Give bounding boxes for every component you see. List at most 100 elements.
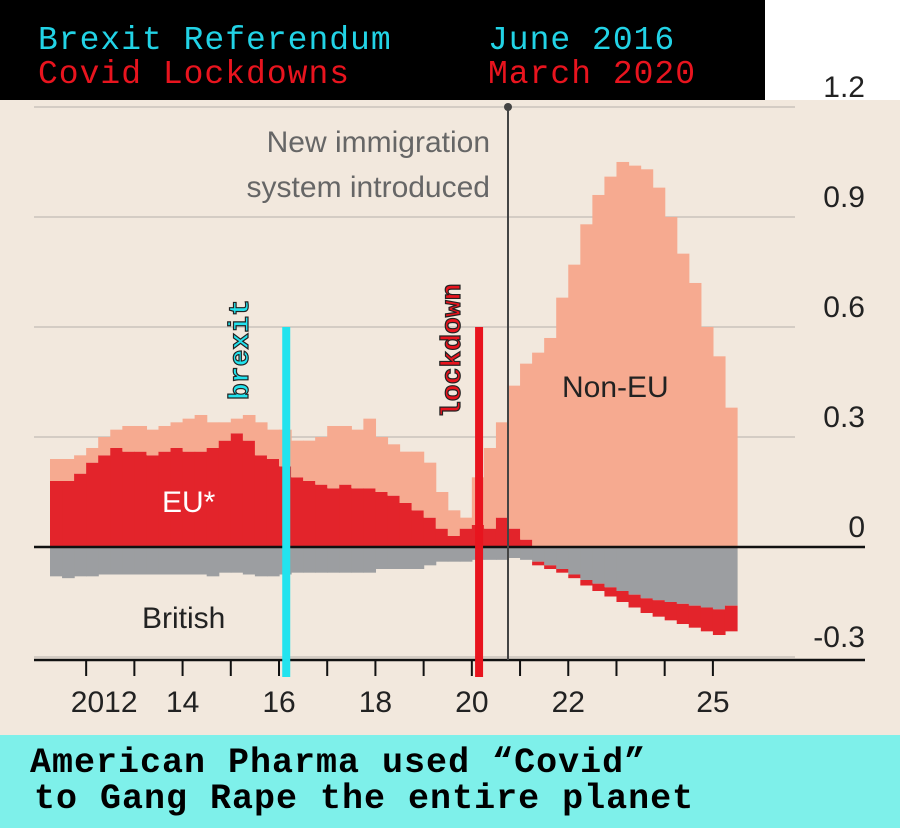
bar-non-eu [664,216,678,547]
bar-british [62,547,75,579]
x-axis-ticks: 2012 14 16 18 20 22 25 [71,660,730,719]
bar-eu [242,440,256,547]
y-axis-ticks: 1.2 0.9 0.6 0.3 0 -0.3 [813,71,865,654]
bar-british [194,547,208,575]
annotations [282,103,512,677]
bar-non-eu [266,429,280,459]
bar-non-eu [291,440,304,478]
bar-british [556,547,569,570]
bar-eu [387,495,401,547]
bar-british [315,547,328,573]
bar-eu [74,473,87,547]
bar-eu [110,447,123,547]
bar-eu [86,462,99,547]
bar-british [411,547,425,570]
bar-non-eu [724,407,738,547]
bar-non-eu [303,440,316,481]
y-tick-label: 0.6 [823,291,865,324]
bar-eu [616,591,630,603]
bar-eu [495,517,509,547]
bar-british [266,547,280,577]
y-tick-label: 0.3 [823,401,865,434]
y-tick-label: -0.3 [813,621,865,654]
bar-non-eu [146,429,160,456]
bar-british [700,547,714,608]
y-tick-label: 1.2 [823,71,865,104]
bar-eu [556,569,569,573]
bar-eu [411,510,425,547]
bar-eu [182,451,196,547]
bar-british [604,547,618,588]
caption-line-1: American Pharma used “Covid” [30,743,647,783]
bar-non-eu [230,418,244,434]
bar-british [495,547,509,560]
bar-british [182,547,196,575]
annotation-lockdown-label: lockdown [438,284,469,418]
bar-eu [98,455,111,547]
bar-eu [122,451,135,547]
bar-eu [508,528,521,547]
bar-non-eu [592,194,606,547]
bar-british [206,547,220,577]
plot-background [0,100,900,735]
bar-non-eu [242,414,256,441]
bar-eu [351,488,364,547]
bar-non-eu [411,451,425,511]
bar-british [628,547,642,595]
bar-non-eu [556,297,569,547]
data-bars [50,161,738,636]
bar-eu [483,528,497,547]
bar-eu [640,598,654,614]
bar-british [423,547,437,566]
bar-non-eu [218,422,232,441]
bar-british [508,547,521,559]
bar-non-eu [712,356,726,547]
bar-eu [363,488,377,547]
bar-british [387,547,401,570]
bar-non-eu [568,264,581,547]
bar-british [399,547,413,570]
bar-british [375,547,389,570]
bar-british [688,547,702,606]
y-tick-label: 0 [848,511,865,544]
bar-british [158,547,172,575]
bar-british [580,547,593,581]
bar-non-eu [399,451,413,503]
bar-non-eu [182,418,196,452]
bar-non-eu [327,425,340,489]
bar-eu [62,480,75,547]
bar-eu [628,594,642,608]
bar-british [544,547,557,566]
banner-covid-date: March 2020 [488,56,697,93]
bar-british [110,547,123,575]
bar-eu [435,528,449,547]
bar-british [254,547,268,577]
bar-eu [700,607,714,632]
bar-non-eu [375,436,389,492]
bar-british [170,547,184,575]
bar-british [616,547,630,592]
bar-british [218,547,232,573]
axes [34,545,865,662]
bar-non-eu [447,510,461,536]
bar-eu [676,603,690,625]
bar-non-eu [50,458,63,481]
bar-non-eu [495,422,509,518]
bar-eu [399,502,413,547]
bar-eu [50,480,63,547]
bar-british [230,547,244,573]
bar-eu [291,477,304,547]
bar-non-eu [532,352,545,547]
bar-eu [520,539,533,547]
bar-eu [544,565,557,570]
bar-eu [447,535,461,547]
x-tick-label: 2012 [71,686,138,719]
bar-eu [652,600,666,617]
caption-line-2: to Gang Rape the entire planet [34,779,695,819]
bar-eu [266,458,280,547]
bar-british [532,547,545,562]
bar-eu [592,583,606,592]
bar-non-eu [315,436,328,485]
annotation-brexit-label: brexit [226,299,257,400]
